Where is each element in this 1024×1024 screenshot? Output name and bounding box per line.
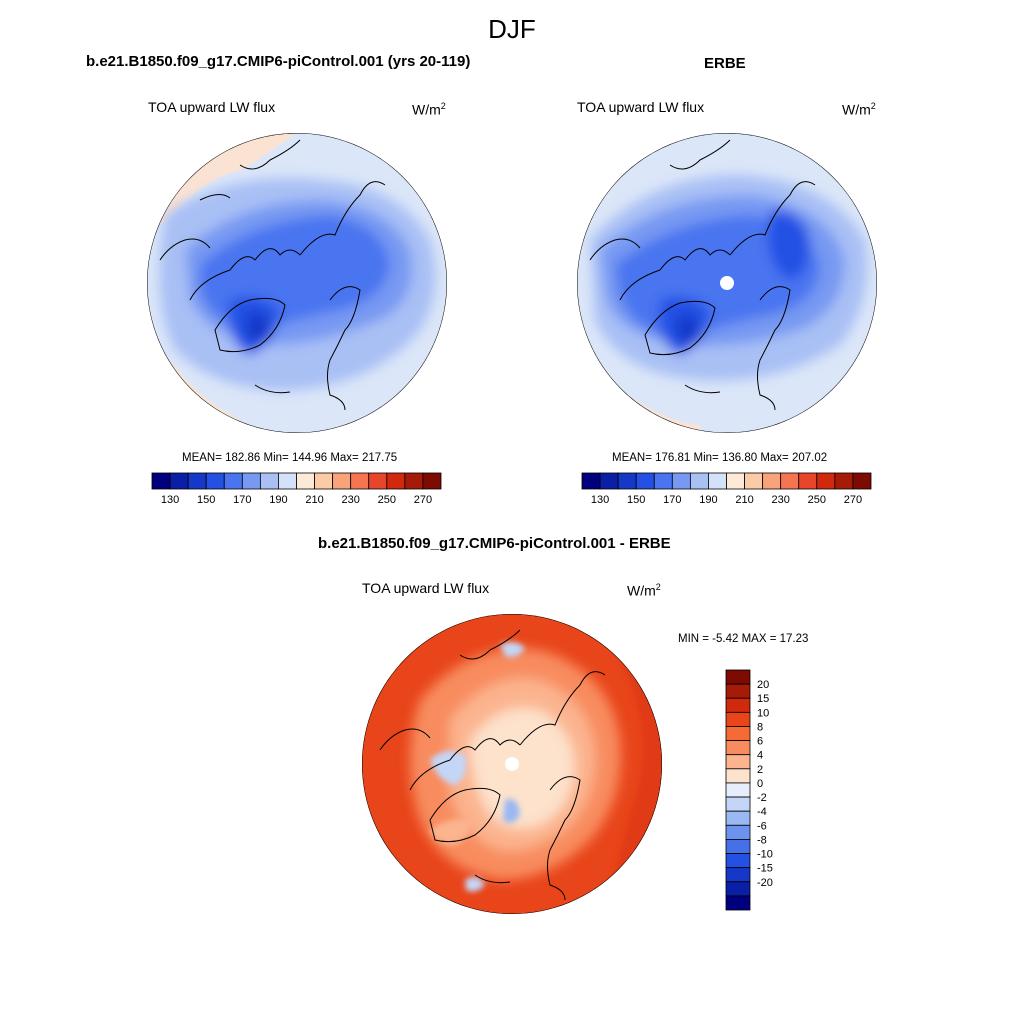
right-colorbar-box [600, 473, 618, 489]
right-colorbar-tick-label: 150 [627, 494, 645, 506]
left-colorbar-box [224, 473, 242, 489]
right-colorbar-box [763, 473, 781, 489]
left-colorbar-tick-label: 230 [342, 494, 360, 506]
left-colorbar-tick-label: 250 [378, 494, 396, 506]
right-colorbar-tick-label: 130 [591, 494, 609, 506]
diff-colorbar-box [726, 896, 750, 910]
diff-colorbar-tick-label: 8 [757, 721, 763, 733]
right-colorbar-box [636, 473, 654, 489]
left-colorbar-box [188, 473, 206, 489]
diff-colorbar-tick-label: -2 [757, 792, 767, 804]
right-colorbar-box [853, 473, 871, 489]
right-colorbar-tick-label: 250 [808, 494, 826, 506]
diff-colorbar-box [726, 741, 750, 755]
diff-colorbar-tick-label: 4 [757, 750, 763, 762]
diff-colorbar-tick-label: 6 [757, 736, 763, 748]
diff-colorbar-tick-label: 10 [757, 707, 769, 719]
diff-colorbar-box [726, 882, 750, 896]
diff-colorbar-tick-label: -8 [757, 834, 767, 846]
right-colorbar-tick-label: 210 [735, 494, 753, 506]
right-colorbar-tick-label: 170 [663, 494, 681, 506]
right-colorbar-box [727, 473, 745, 489]
right-colorbar-box [708, 473, 726, 489]
left-colorbar-box [405, 473, 423, 489]
right-colorbar-box [582, 473, 600, 489]
diff-colorbar-tick-label: 15 [757, 693, 769, 705]
right-colorbar-box [781, 473, 799, 489]
diff-colorbar-tick-label: 2 [757, 764, 763, 776]
diff-colorbar-tick-label: -10 [757, 849, 773, 861]
diff-colorbar-tick-label: 0 [757, 778, 763, 790]
left-colorbar-tick-label: 190 [269, 494, 287, 506]
diff-colorbar-box [726, 769, 750, 783]
left-colorbar-box [387, 473, 405, 489]
left-colorbar-tick-label: 170 [233, 494, 251, 506]
diff-colorbar: 20151086420-2-4-6-8-10-15-20 [726, 670, 773, 910]
diff-colorbar-box [726, 868, 750, 882]
right-colorbar-tick-label: 270 [844, 494, 862, 506]
diff-pole-hole [505, 757, 519, 771]
diff-colorbar-box [726, 811, 750, 825]
diff-colorbar-box [726, 726, 750, 740]
right-pole-hole [720, 276, 734, 290]
right-colorbar-box [799, 473, 817, 489]
left-colorbar-tick-label: 130 [161, 494, 179, 506]
right-colorbar-tick-label: 190 [699, 494, 717, 506]
diff-colorbar-tick-label: -4 [757, 806, 767, 818]
left-colorbar-box [351, 473, 369, 489]
diff-colorbar-tick-label: -20 [757, 877, 773, 889]
diff-colorbar-box [726, 854, 750, 868]
left-colorbar-box [423, 473, 441, 489]
diff-colorbar-box [726, 797, 750, 811]
diff-colorbar-box [726, 825, 750, 839]
diff-polar-map [355, 610, 675, 930]
left-colorbar-box [206, 473, 224, 489]
diff-colorbar-box [726, 783, 750, 797]
left-colorbar-tick-label: 210 [305, 494, 323, 506]
left-colorbar-box [333, 473, 351, 489]
left-colorbar-tick-label: 270 [414, 494, 432, 506]
diff-colorbar-tick-label: -6 [757, 820, 767, 832]
diff-colorbar-box [726, 670, 750, 684]
right-colorbar: 130 150 170 190 210 230 250 270 [582, 473, 871, 506]
right-colorbar-box [745, 473, 763, 489]
left-colorbar-tick-label: 150 [197, 494, 215, 506]
right-colorbar-box [672, 473, 690, 489]
right-colorbar-box [618, 473, 636, 489]
diff-colorbar-box [726, 698, 750, 712]
left-colorbar-box [242, 473, 260, 489]
left-colorbar-box [315, 473, 333, 489]
left-colorbar-box [278, 473, 296, 489]
right-colorbar-box [654, 473, 672, 489]
left-colorbar-box [152, 473, 170, 489]
diff-colorbar-tick-label: 20 [757, 679, 769, 691]
left-colorbar-box [297, 473, 315, 489]
diff-colorbar-box [726, 755, 750, 769]
left-polar-map [140, 130, 460, 450]
diff-colorbar-box [726, 712, 750, 726]
right-colorbar-box [835, 473, 853, 489]
left-colorbar-box [260, 473, 278, 489]
right-colorbar-box [817, 473, 835, 489]
diff-colorbar-tick-label: -15 [757, 863, 773, 875]
diff-colorbar-box [726, 839, 750, 853]
right-colorbar-tick-label: 230 [772, 494, 790, 506]
diff-colorbar-box [726, 684, 750, 698]
left-colorbar-box [170, 473, 188, 489]
left-colorbar-box [369, 473, 387, 489]
right-colorbar-box [690, 473, 708, 489]
right-polar-map [570, 130, 890, 450]
left-colorbar: 130 150 170 190 210 230 250 270 [152, 473, 441, 506]
